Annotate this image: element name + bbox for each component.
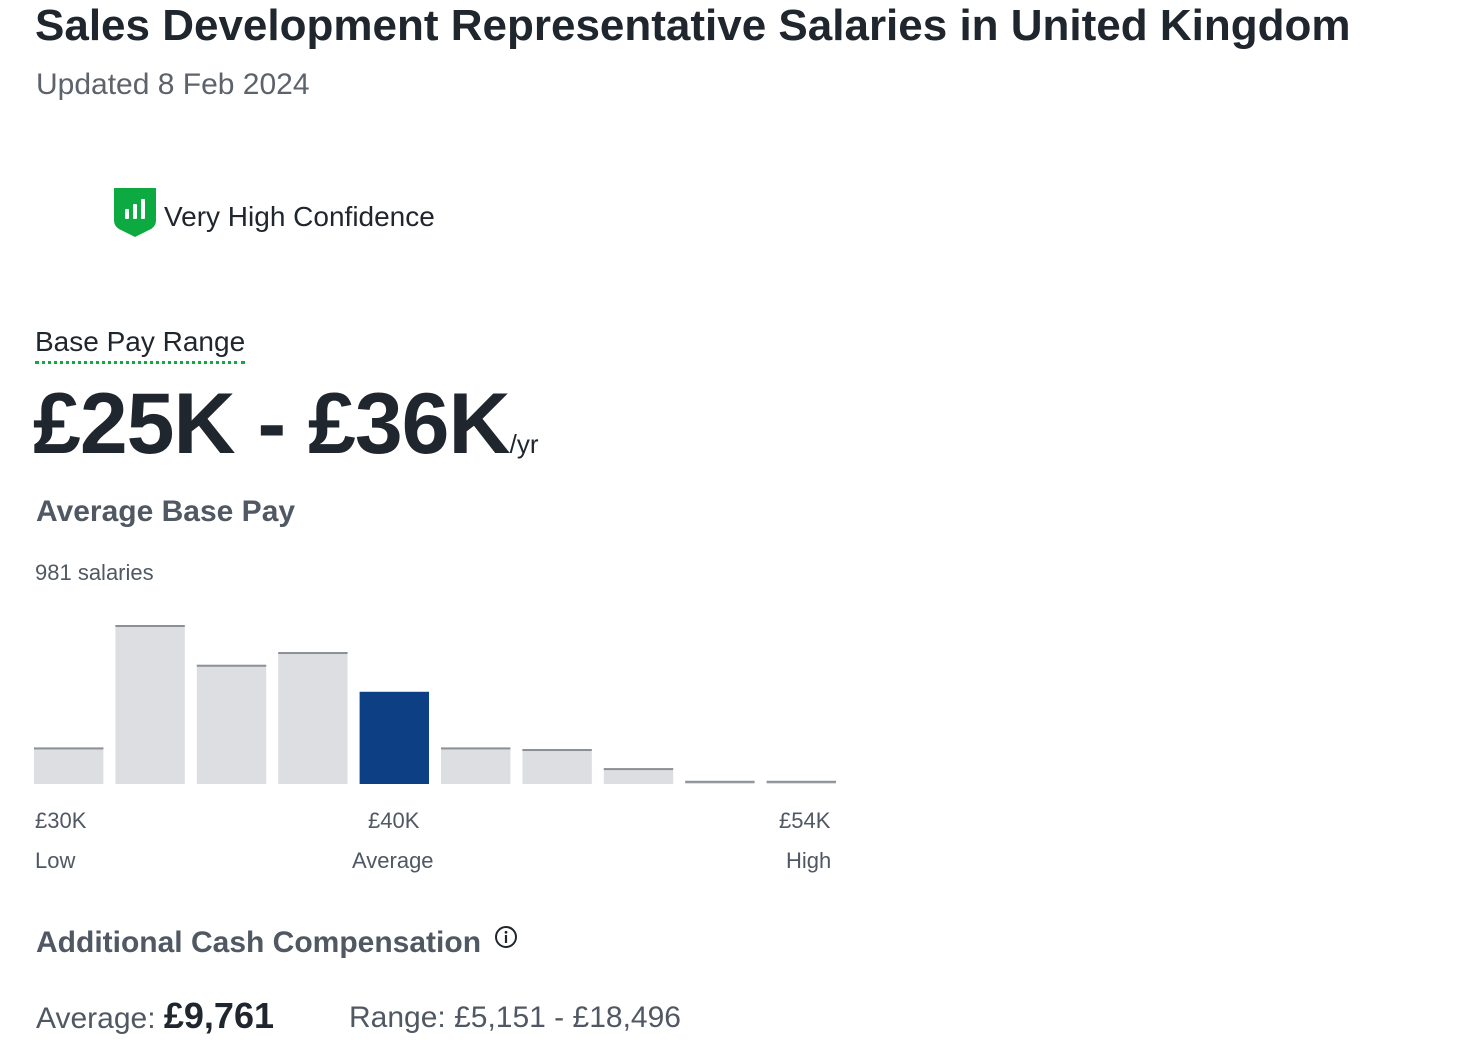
base-pay-range-value: £25K - £36K/yr bbox=[33, 378, 539, 490]
average-value: £40K bbox=[368, 808, 420, 833]
salary-count: 981 salaries bbox=[35, 560, 154, 585]
base-pay-range-label[interactable]: Base Pay Range bbox=[35, 326, 246, 364]
low-value: £30K bbox=[35, 808, 87, 833]
high-caption: High bbox=[786, 848, 832, 873]
histogram-bar bbox=[34, 747, 104, 784]
average-caption: Average bbox=[352, 848, 434, 873]
additional-range: Range: £5,151 - £18,496 bbox=[349, 999, 681, 1037]
histogram-bar-average bbox=[359, 691, 429, 784]
average-base-pay-heading: Average Base Pay bbox=[36, 495, 296, 528]
histogram-bar-top bbox=[766, 780, 836, 783]
histogram-bar-top bbox=[522, 749, 592, 752]
histogram-bar-top bbox=[685, 780, 755, 783]
additional-average-label: Average: bbox=[36, 1002, 156, 1035]
range-amount: £25K - £36K bbox=[33, 376, 511, 472]
salary-histogram bbox=[34, 625, 836, 784]
confidence-label: Very High Confidence bbox=[164, 201, 435, 232]
range-unit: /yr bbox=[509, 429, 539, 459]
additional-range-label: Range: bbox=[349, 1001, 446, 1034]
additional-cash-title: Additional Cash Compensation bbox=[36, 926, 482, 959]
histogram-bar bbox=[441, 747, 511, 784]
low-caption: Low bbox=[35, 848, 76, 873]
histogram-bar-top bbox=[196, 664, 267, 667]
additional-average: Average: £9,761 bbox=[36, 996, 274, 1039]
histogram-bar-top bbox=[441, 747, 511, 750]
additional-average-value: £9,761 bbox=[163, 995, 274, 1036]
updated-date: Updated 8 Feb 2024 bbox=[36, 68, 310, 101]
page-title: Sales Development Representative Salarie… bbox=[35, 1, 1351, 50]
confidence-shield-icon bbox=[114, 188, 156, 237]
histogram-bar bbox=[522, 749, 592, 784]
additional-range-value: £5,151 - £18,496 bbox=[454, 1001, 681, 1034]
info-icon[interactable] bbox=[494, 925, 518, 949]
additional-cash-heading: Additional Cash Compensation bbox=[36, 925, 518, 961]
histogram-bar-top bbox=[278, 652, 348, 655]
histogram-bar-top bbox=[34, 747, 104, 750]
histogram-bar-top bbox=[115, 625, 185, 627]
histogram-bar bbox=[603, 768, 674, 784]
histogram-bar bbox=[115, 625, 185, 784]
histogram-bar bbox=[196, 664, 267, 784]
histogram-bar bbox=[278, 652, 348, 784]
high-value: £54K bbox=[779, 808, 831, 833]
histogram-bar-top bbox=[603, 768, 674, 771]
confidence-badge: Very High Confidence bbox=[113, 187, 435, 239]
